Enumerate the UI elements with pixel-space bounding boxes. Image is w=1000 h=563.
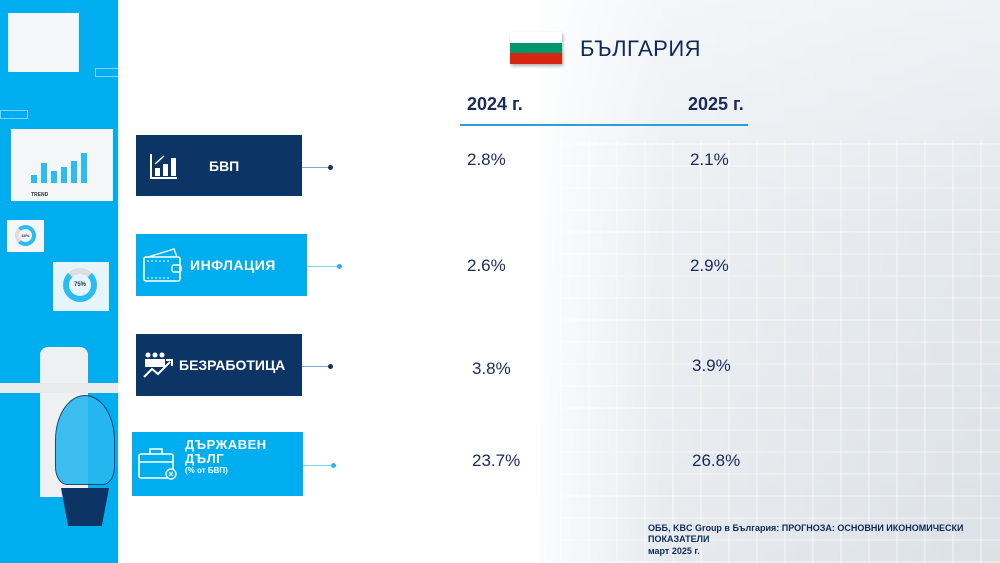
header-divider	[460, 124, 748, 126]
connector	[302, 366, 330, 367]
donut-75-illustration: 75%	[53, 262, 109, 311]
indicator-label: ДЪРЖАВЕН ДЪЛГ	[185, 437, 267, 467]
gdp-2025-value: 2.1%	[690, 150, 729, 169]
unemployment-2025-value: 3.9%	[692, 356, 731, 375]
connector	[302, 167, 330, 168]
country-title: БЪЛГАРИЯ	[580, 36, 702, 61]
indicator-card-unemployment: БЕЗРАБОТИЦА	[136, 334, 302, 396]
connector-dot	[331, 463, 336, 468]
year-2024-header: 2024 г.	[467, 94, 523, 114]
office-illustration-panel: TREND 60% 75%	[0, 0, 118, 563]
trend-chart-illustration: TREND	[11, 129, 113, 201]
indicator-card-public-debt: ДЪРЖАВЕН ДЪЛГ (% от БВП)	[132, 432, 303, 496]
inflation-2024-value: 2.6%	[467, 256, 506, 275]
donut-60-illustration: 60%	[7, 220, 44, 252]
plant-pot-illustration	[61, 488, 109, 526]
trend-label: TREND	[31, 192, 49, 198]
gdp-2024-value: 2.8%	[467, 150, 506, 169]
connector-dot	[328, 364, 333, 369]
source-note: ОББ, KBC Group в България: ПРОГНОЗА: ОСН…	[648, 523, 968, 557]
calendar-illustration	[8, 13, 79, 72]
debt-2024-value: 23.7%	[472, 451, 521, 470]
source-date: март 2025 г.	[648, 545, 700, 556]
desk-illustration	[0, 383, 118, 393]
indicator-label: ИНФЛАЦИЯ	[190, 257, 276, 273]
indicator-card-inflation: ИНФЛАЦИЯ	[136, 234, 307, 296]
bulgaria-flag	[510, 32, 562, 64]
wallet-icon	[143, 248, 182, 282]
indicator-card-gdp: БВП	[136, 135, 302, 196]
inflation-2025-value: 2.9%	[690, 256, 729, 275]
connector-dot	[328, 165, 333, 170]
connector-dot	[337, 264, 342, 269]
source-title: ОББ, KBC Group в България: ПРОГНОЗА: ОСН…	[648, 523, 964, 545]
unemployment-2024-value: 3.8%	[472, 359, 511, 378]
debt-2025-value: 26.8%	[692, 451, 741, 470]
indicator-label: БВП	[209, 157, 240, 174]
connector	[307, 266, 339, 267]
people-trend-icon	[143, 352, 173, 378]
bar-chart-growth-icon	[150, 153, 177, 179]
indicator-sublabel: (% от БВП)	[185, 465, 228, 475]
briefcase-icon	[138, 448, 177, 480]
connector	[303, 465, 333, 466]
plant-leaves-illustration	[55, 395, 115, 485]
indicator-label: БЕЗРАБОТИЦА	[179, 357, 286, 373]
year-2025-header: 2025 г.	[688, 94, 744, 114]
